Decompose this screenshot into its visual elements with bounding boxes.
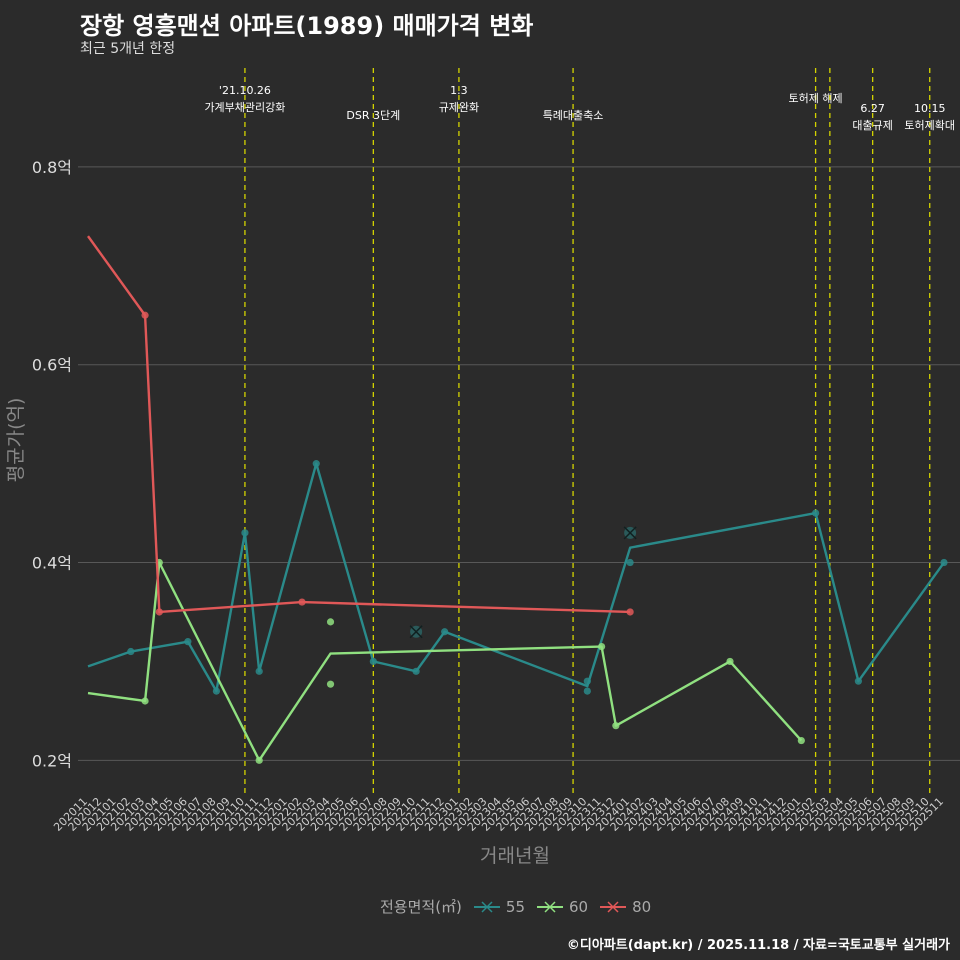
- event-label: 6.27: [860, 102, 885, 115]
- data-point-55: [255, 667, 263, 675]
- data-point-55: [441, 628, 449, 636]
- legend-swatch-80-icon: [600, 900, 627, 913]
- data-point-55: [212, 687, 220, 695]
- data-point-60: [598, 642, 606, 651]
- source-caption: ©디아파트(dapt.kr) / 2025.11.18 / 자료=국토교통부 실…: [566, 938, 950, 953]
- event-label: 1.3: [450, 84, 468, 97]
- series-line-80: [87, 235, 631, 614]
- event-label: 토허제 해제: [789, 91, 843, 105]
- event-label: DSR 3단계: [346, 109, 400, 122]
- legend-swatch-55-icon: [473, 900, 500, 913]
- event-label: 대출규제: [852, 119, 892, 132]
- data-point-55: [812, 509, 820, 517]
- chart-title: 장항 영흥맨션 아파트(1989) 매매가격 변화: [80, 12, 534, 40]
- data-point-55: [127, 647, 135, 656]
- event-label: '21.10.26: [219, 84, 271, 97]
- event-label: 토허제확대: [904, 119, 955, 132]
- legend-title: 전용면적(㎡): [380, 898, 462, 916]
- data-point-60: [612, 722, 620, 730]
- data-point-80: [155, 608, 163, 616]
- data-point-55: [854, 677, 863, 685]
- data-point-80: [626, 608, 634, 616]
- data-point-55: [241, 529, 249, 537]
- legend: 전용면적(㎡) 55 60 80: [380, 896, 651, 917]
- x-axis-label: 거래년월: [480, 845, 550, 867]
- cross-marker-55: [623, 526, 637, 540]
- cross-marker-55: [409, 625, 423, 639]
- legend-label-60: 60: [569, 897, 589, 916]
- y-axis-label: 평균가(억): [5, 398, 27, 483]
- data-point-60: [326, 680, 335, 688]
- y-tick-label: 0.2억: [32, 751, 72, 770]
- legend-item-60: 60: [537, 898, 588, 916]
- data-point-55: [369, 657, 377, 666]
- event-label: 특례대출축소: [543, 109, 604, 122]
- gridlines: [78, 166, 960, 761]
- data-point-55: [583, 677, 591, 685]
- data-point-55: [312, 460, 320, 468]
- data-point-55: [626, 558, 634, 567]
- event-label: 가계부채관리강화: [204, 101, 285, 114]
- data-point-60: [326, 618, 335, 626]
- data-point-80: [298, 598, 306, 606]
- y-tick-label: 0.6억: [32, 356, 72, 375]
- data-point-55: [940, 558, 948, 567]
- data-point-60: [726, 657, 734, 666]
- data-point-60: [255, 756, 263, 764]
- axes: 0.2억0.4억0.6억0.8억202011202012202101202102…: [32, 158, 946, 834]
- series-lines: [87, 235, 948, 764]
- data-point-60: [141, 697, 149, 705]
- event-label: 규제완화: [439, 101, 479, 114]
- legend-label-80: 80: [632, 897, 652, 916]
- legend-item-80: 80: [600, 898, 651, 916]
- data-point-55: [184, 638, 192, 646]
- data-point-60: [797, 736, 805, 745]
- data-point-55: [583, 687, 591, 695]
- legend-item-55: 55: [473, 897, 525, 916]
- chart-subtitle: 최근 5개년 한정: [80, 41, 176, 57]
- legend-label-55: 55: [505, 897, 525, 916]
- y-tick-label: 0.8억: [32, 158, 72, 177]
- data-point-55: [412, 667, 420, 675]
- legend-swatch-60-icon: [537, 900, 563, 913]
- data-point-80: [141, 311, 149, 319]
- y-tick-label: 0.4억: [32, 554, 72, 573]
- event-label: 10.15: [914, 102, 946, 115]
- series-line-60: [87, 561, 803, 762]
